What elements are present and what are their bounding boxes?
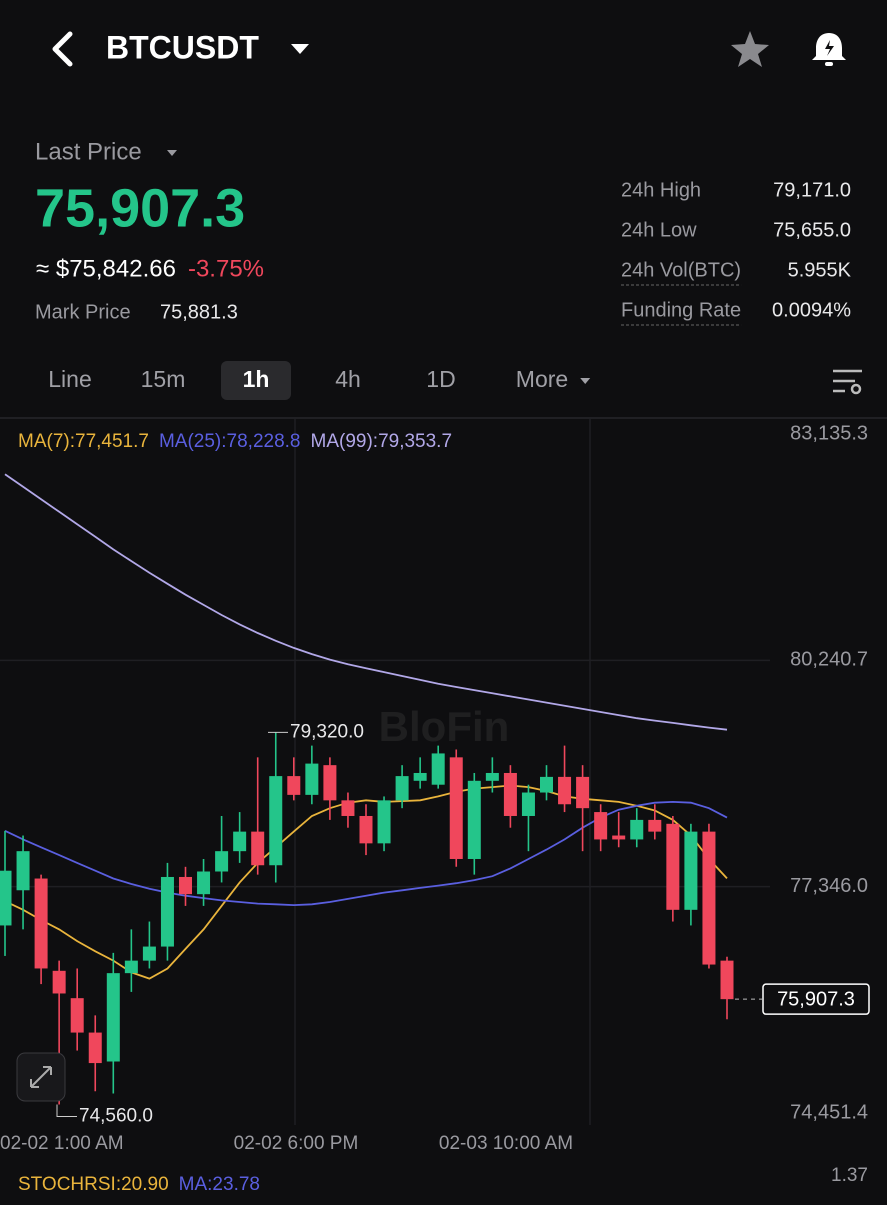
candle-body	[70, 998, 84, 1033]
candle-body	[341, 800, 355, 816]
candle-body	[702, 831, 716, 965]
candle-body	[88, 1032, 102, 1064]
candle-body	[684, 831, 698, 910]
candle-body	[269, 776, 283, 866]
tab-selected-bg	[221, 361, 291, 400]
alert-bell[interactable]	[812, 33, 846, 66]
stat-value: 79,171.0	[773, 179, 851, 201]
candle-body	[612, 835, 626, 840]
favorite-star[interactable]	[731, 31, 769, 67]
candle-body	[16, 851, 30, 891]
y-tick-label: 77,346.0	[790, 875, 868, 897]
timeframe-tab[interactable]: 1h	[243, 366, 270, 392]
candle-body	[0, 870, 12, 926]
candle-body	[594, 812, 608, 840]
candle-body	[485, 772, 499, 781]
candle-body	[287, 776, 301, 795]
y-tick-label: 74,451.4	[790, 1101, 868, 1123]
more-caret[interactable]	[580, 378, 591, 384]
candle-body	[215, 851, 229, 872]
x-tick-label: 02-03 10:00 AM	[439, 1133, 573, 1154]
annotation-label: 79,320.0	[290, 721, 364, 742]
timeframe-tab[interactable]: 15m	[141, 366, 186, 392]
candle-body	[395, 776, 409, 801]
indicator-ma: MA:23.78	[179, 1174, 260, 1195]
usd-price: ≈ $75,842.66	[36, 255, 176, 282]
price-change: -3.75%	[188, 255, 264, 282]
stat-label: Funding Rate	[621, 299, 741, 321]
candle-body	[34, 878, 48, 969]
candle-body	[142, 946, 156, 961]
stat-label: 24h Vol(BTC)	[621, 259, 741, 281]
mark-price: 75,881.3	[160, 301, 238, 323]
legend-entry: MA(99):79,353.7	[311, 431, 453, 452]
stat-label: 24h Low	[621, 219, 697, 241]
symbol[interactable]: BTCUSDT	[106, 29, 259, 65]
candle-body	[630, 819, 644, 840]
candle-body	[431, 753, 445, 785]
timeframe-tab[interactable]: 1D	[426, 366, 455, 392]
candle-body	[124, 960, 138, 974]
last-price-label[interactable]: Last Price	[35, 138, 142, 165]
stat-value: 5.955K	[788, 259, 852, 281]
y-tick-label: 83,135.3	[790, 422, 868, 444]
candle-body	[305, 763, 319, 795]
timeframe-tab[interactable]: Line	[48, 366, 91, 392]
candle-body	[558, 776, 572, 805]
legend-entry: MA(25):78,228.8	[159, 431, 301, 452]
back-button[interactable]	[52, 31, 73, 67]
x-tick-label: 02-02 6:00 PM	[234, 1133, 359, 1154]
candle-body	[413, 772, 427, 781]
candle-body	[449, 757, 463, 859]
annotation-line	[56, 1104, 77, 1118]
candle-body	[503, 772, 517, 816]
candle-body	[359, 815, 373, 844]
stat-label: 24h High	[621, 179, 701, 201]
candle-body	[179, 876, 192, 895]
expand-button[interactable]	[16, 1052, 66, 1102]
annotation-label: 74,560.0	[79, 1106, 153, 1127]
candle-body	[251, 831, 265, 866]
last-price-tag: 75,907.3	[777, 988, 855, 1010]
indicator-scale: 1.37	[831, 1165, 868, 1186]
candle-body	[323, 765, 337, 801]
y-tick-label: 80,240.7	[790, 649, 868, 671]
candle-body	[648, 819, 662, 832]
candle-body	[666, 823, 680, 910]
candle-body	[540, 776, 553, 793]
candle-body	[197, 871, 211, 895]
candle-body	[720, 960, 734, 1000]
candle-body	[521, 792, 535, 816]
stat-value: 75,655.0	[773, 219, 851, 241]
mark-price-label: Mark Price	[35, 301, 131, 323]
symbol-caret[interactable]	[291, 44, 309, 54]
candle-body	[106, 973, 120, 1062]
indicator-label: STOCHRSI:20.90	[18, 1174, 169, 1195]
watermark: BloFin	[379, 703, 510, 750]
candle-body	[377, 800, 391, 844]
last-price-caret[interactable]	[167, 150, 177, 156]
chart-settings[interactable]	[833, 369, 862, 395]
last-price-box	[762, 983, 870, 1015]
candle-body	[160, 876, 174, 947]
last-price: 75,907.3	[35, 178, 245, 238]
stat-value: 0.0094%	[772, 299, 851, 321]
moving-average-line	[4, 473, 728, 731]
candle-body	[467, 780, 481, 859]
candle-body	[233, 831, 247, 852]
candle-body	[576, 776, 590, 809]
x-tick-label: 02-02 1:00 AM	[0, 1133, 124, 1154]
timeframe-tab[interactable]: More	[516, 366, 568, 392]
candle-body	[52, 970, 66, 994]
timeframe-tab[interactable]: 4h	[335, 366, 361, 392]
legend-entry: MA(7):77,451.7	[18, 431, 149, 452]
